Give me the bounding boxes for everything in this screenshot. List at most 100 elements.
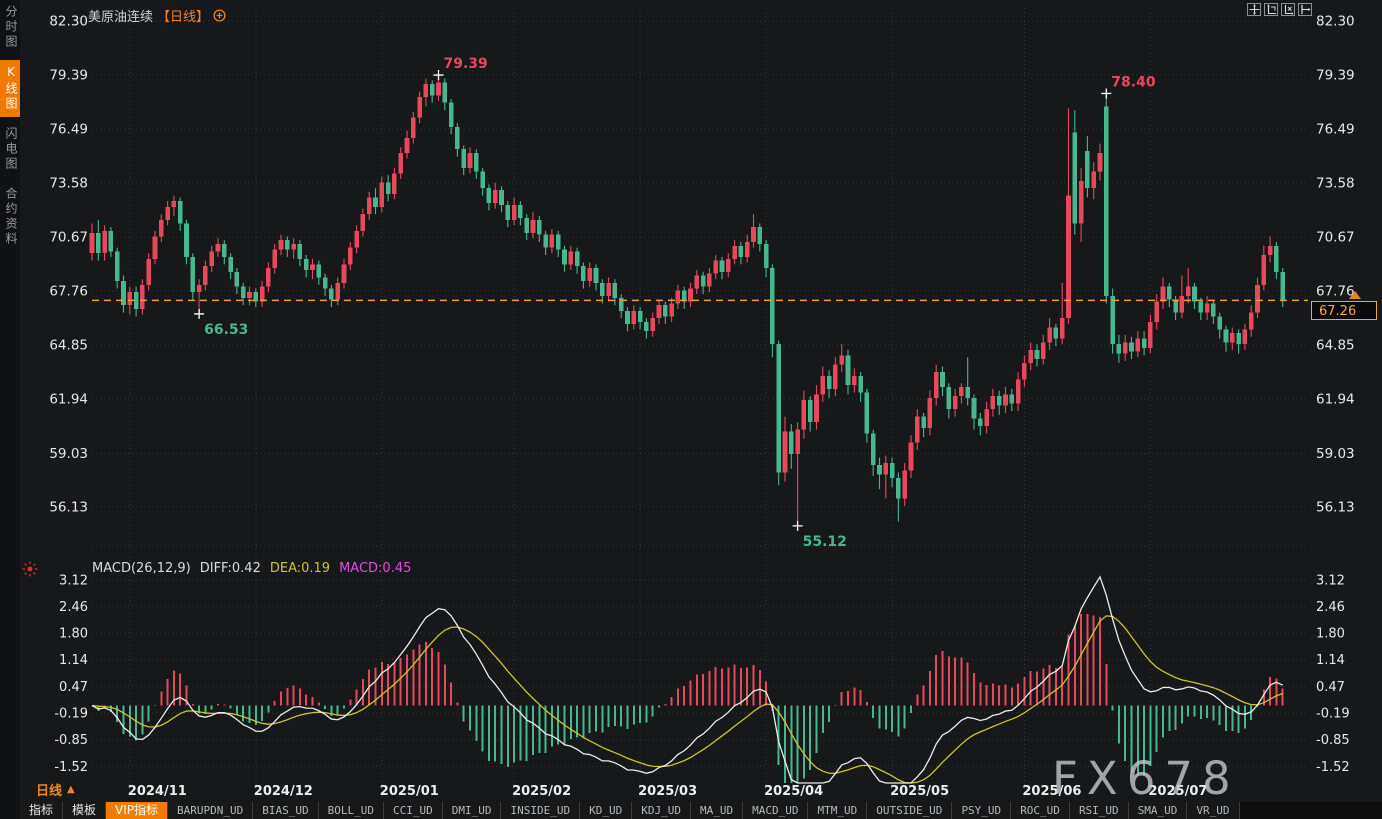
candle-body [89, 232, 95, 254]
chart-title: 美原油连续 【日线】 [88, 6, 226, 25]
settings-circle-plus-icon[interactable] [213, 9, 226, 22]
candle-body [530, 219, 536, 233]
period-selector[interactable]: 日线 ▲ [36, 780, 75, 799]
candle-body [593, 268, 599, 283]
sidebar-item-合约资料[interactable]: 合约资料 [4, 187, 18, 247]
candle-body [140, 284, 145, 309]
candle-body [1148, 321, 1153, 348]
candle-body [1028, 349, 1033, 363]
indicator-tab-BIAS_UD[interactable]: BIAS_UD [253, 802, 319, 819]
x-axis-scale-button[interactable] [1281, 3, 1295, 16]
sidebar-item-分时图[interactable]: 分时图 [4, 5, 18, 50]
candle-body [877, 464, 882, 475]
indicator-tab-KD_UD[interactable]: KD_UD [580, 802, 633, 819]
indicator-tab-KDJ_UD[interactable]: KDJ_UD [632, 802, 691, 819]
candle-body [713, 260, 718, 274]
candle-body [1223, 329, 1229, 343]
shift-right-button[interactable] [1298, 3, 1312, 16]
macd-axis-label: 2.46 [1316, 600, 1345, 615]
candle-body [373, 197, 378, 207]
indicator-tab-MA_UD[interactable]: MA_UD [690, 802, 744, 819]
y-axis-scale-button[interactable] [1264, 3, 1278, 16]
indicator-tab-VIP指标[interactable]: VIP指标 [106, 802, 169, 819]
candle-body [518, 204, 523, 218]
macd-axis-label: -0.85 [1316, 733, 1350, 748]
candle-body [247, 292, 252, 298]
candle-body [524, 217, 529, 233]
candle-body [442, 82, 448, 103]
candle-body [215, 243, 221, 252]
indicator-tab-SMA_UD[interactable]: SMA_UD [1128, 802, 1188, 819]
candle-body [190, 256, 196, 293]
macd-dea-value: DEA:0.19 [269, 561, 331, 576]
candle-body [789, 431, 794, 454]
y-axis-scale-icon [1266, 4, 1276, 15]
candle-body [455, 126, 460, 150]
candle-body [1167, 286, 1172, 300]
indicator-tab-指标[interactable]: 指标 [20, 802, 64, 819]
macd-axis-label: 1.14 [59, 653, 88, 668]
candle-body [990, 396, 996, 410]
price-axis-label: 73.58 [49, 175, 88, 191]
current-price-box: 67.26 [1311, 301, 1377, 320]
price-axis-label: 59.03 [1316, 446, 1355, 462]
candle-body [933, 372, 939, 399]
candle-body [1242, 329, 1248, 345]
indicator-tab-DMI_UD[interactable]: DMI_UD [442, 802, 502, 819]
candle-body [1015, 379, 1021, 404]
indicator-tab-CCI_UD[interactable]: CCI_UD [383, 802, 443, 819]
pan-move-button[interactable] [1247, 3, 1261, 16]
candle-body [549, 234, 555, 248]
sidebar-item-闪电图[interactable]: 闪电图 [4, 127, 18, 172]
candle-body [341, 264, 347, 283]
candle-body [757, 227, 763, 244]
candle-body [146, 258, 151, 285]
candle-body [209, 251, 214, 267]
indicator-tab-模板[interactable]: 模板 [63, 802, 107, 819]
candle-body [1192, 286, 1197, 302]
diff-line [91, 575, 1283, 784]
chart-toolbar [1247, 3, 1312, 16]
price-axis-label: 82.30 [49, 14, 88, 30]
candle-body [669, 303, 674, 317]
date-label: 2025/04 [764, 784, 823, 799]
macd-settings-icon[interactable] [21, 560, 39, 582]
candle-body [228, 256, 233, 272]
candle-body [1217, 316, 1222, 330]
indicator-tab-OUTSIDE_UD[interactable]: OUTSIDE_UD [867, 802, 953, 819]
candle-body [543, 234, 548, 248]
candle-body [852, 375, 857, 386]
candle-body [1085, 151, 1090, 189]
sidebar-item-K线图[interactable]: K线图 [0, 60, 20, 117]
indicator-tab-ROC_UD[interactable]: ROC_UD [1011, 802, 1070, 819]
candle-body [203, 266, 208, 285]
candle-body [1059, 318, 1065, 339]
candle-body [581, 266, 586, 282]
price-marker-label: 79.39 [444, 56, 488, 72]
indicator-tab-INSIDE_UD[interactable]: INSIDE_UD [501, 802, 581, 819]
indicator-tab-VR_UD[interactable]: VR_UD [1187, 802, 1240, 819]
candle-body [196, 284, 202, 293]
indicator-tab-BOLL_UD[interactable]: BOLL_UD [318, 802, 384, 819]
candle-body [184, 223, 189, 257]
indicator-tab-BARUPDN_UD[interactable]: BARUPDN_UD [168, 802, 254, 819]
price-axis-label: 64.85 [49, 338, 88, 354]
indicator-tab-PSY_UD[interactable]: PSY_UD [952, 802, 1012, 819]
candle-body [707, 273, 712, 287]
candle-body [171, 201, 177, 207]
candle-body [1066, 195, 1071, 319]
candle-body [801, 399, 807, 430]
candle-body [1022, 362, 1027, 380]
candle-body [870, 433, 876, 465]
candle-body [1034, 349, 1040, 360]
indicator-tab-RSI_UD[interactable]: RSI_UD [1069, 802, 1129, 819]
candle-body [1122, 342, 1128, 354]
indicator-tab-MTM_UD[interactable]: MTM_UD [808, 802, 868, 819]
candle-body [1160, 286, 1166, 302]
candle-body [360, 214, 366, 231]
macd-axis-label: 3.12 [1316, 573, 1345, 588]
candle-body [272, 249, 277, 269]
indicator-tab-MACD_UD[interactable]: MACD_UD [743, 802, 809, 819]
candle-body [946, 386, 952, 410]
